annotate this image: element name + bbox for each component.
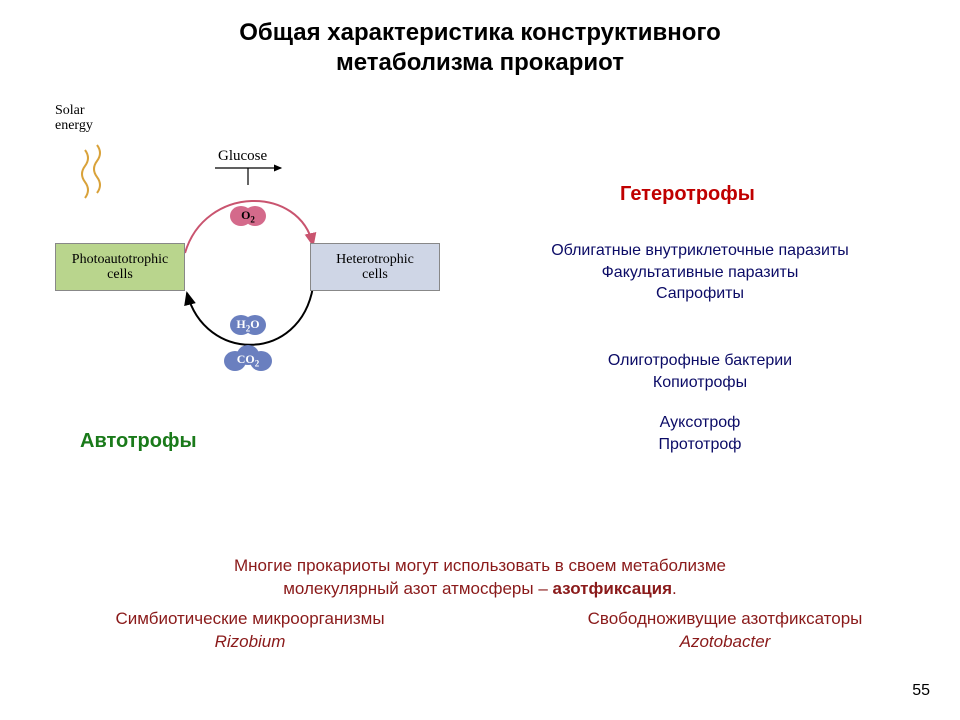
heterotroph-list-1: Облигатные внутриклеточные паразиты Факу… [500,240,900,305]
heterotrophic-cells-label: Heterotrophic cells [336,252,414,283]
autotroph-heading: Автотрофы [80,430,197,453]
solar-energy-label: Solar energy [55,103,93,134]
co2-label: CO2 [228,352,268,368]
bottom-line-2b: азотфиксация [553,579,673,598]
freeliving-block: Свободноживущие азотфиксаторы Azotobacte… [525,608,925,654]
symbiotic-block: Симбиотические микроорганизмы Rizobium [50,608,450,654]
list2-item-1: Копиотрофы [500,372,900,394]
list2-item-0: Олиготрофные бактерии [500,350,900,372]
page-number: 55 [912,682,930,700]
glucose-label: Glucose [218,148,267,165]
bottom-paragraph: Многие прокариоты могут использовать в с… [0,555,960,601]
bottom-line-2a: молекулярный азот атмосферы – [283,579,552,598]
photoautotrophic-cells-label: Photoautotrophic cells [72,252,168,283]
list1-item-0: Облигатные внутриклеточные паразиты [500,240,900,262]
list3-item-1: Прототроф [500,434,900,456]
bottom-line-2c: . [672,579,677,598]
bottom-line-1: Многие прокариоты могут использовать в с… [234,556,726,575]
autotroph-heading-text: Автотрофы [80,430,197,452]
heterotroph-list-2: Олиготрофные бактерии Копиотрофы [500,350,900,393]
metabolism-cycle-diagram: Solar energy Glucose Photoautotrophic ce… [55,115,450,390]
heterotroph-heading: Гетеротрофы [620,183,755,206]
h2o-label: H2O [228,317,268,333]
solar-energy-text: Solar energy [55,103,93,133]
freeliving-title: Свободноживущие азотфиксаторы [525,608,925,631]
slide-title: Общая характеристика конструктивного мет… [0,18,960,78]
list1-item-2: Сапрофиты [500,283,900,305]
heterotroph-list-3: Ауксотроф Прототроф [500,412,900,455]
freeliving-example: Azotobacter [525,631,925,654]
photoautotrophic-cells-box: Photoautotrophic cells [55,243,185,291]
heterotroph-heading-text: Гетеротрофы [620,183,755,205]
title-line-2: метаболизма прокариот [336,49,624,76]
list3-item-0: Ауксотроф [500,412,900,434]
symbiotic-title: Симбиотические микроорганизмы [50,608,450,631]
o2-label: O2 [228,208,268,224]
symbiotic-example: Rizobium [50,631,450,654]
title-line-1: Общая характеристика конструктивного [239,19,721,46]
heterotrophic-cells-box: Heterotrophic cells [310,243,440,291]
list1-item-1: Факультативные паразиты [500,262,900,284]
